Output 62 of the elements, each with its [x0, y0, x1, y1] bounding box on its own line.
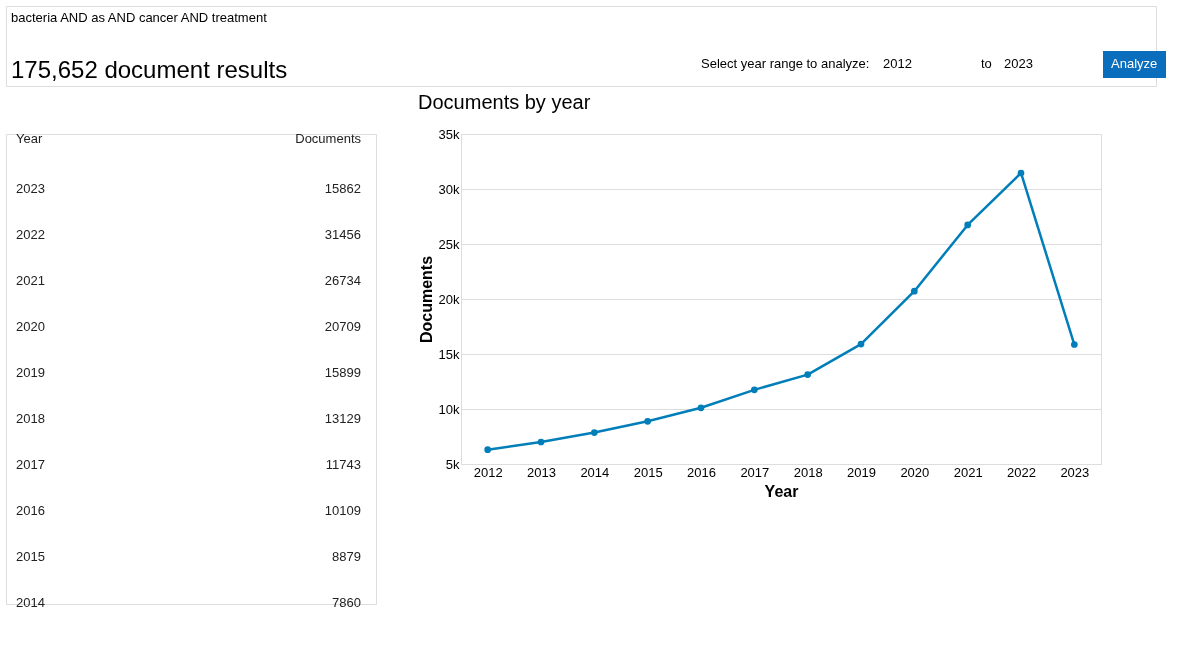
text: 8879 [332, 549, 361, 564]
y-tick-label: 10k [438, 401, 460, 417]
point [644, 417, 652, 425]
text: 10109 [324, 503, 361, 518]
point [1017, 169, 1025, 177]
text: 2023 [16, 181, 45, 196]
text: 2015 [16, 549, 45, 564]
text: bacteria AND as AND cancer AND treatment [11, 10, 268, 25]
point [857, 340, 865, 348]
y-tick-label: 15k [438, 346, 460, 362]
x-tick-label: 2014 [580, 464, 610, 480]
text: 175,652 document results [11, 56, 288, 83]
x-tick-label: 2017 [740, 464, 770, 480]
text: 2016 [16, 503, 45, 518]
x-tick-label: 2020 [900, 464, 930, 480]
y-tick-label: 35k [438, 126, 460, 142]
text: Year [16, 131, 43, 146]
y-tick-label: 20k [438, 291, 460, 307]
x-tick-label: 2019 [847, 464, 876, 480]
text: 2018 [16, 411, 45, 426]
text: 2012 [883, 56, 912, 71]
text: Select year range to analyze: [701, 56, 870, 71]
text: 2014 [16, 595, 45, 610]
x-tick-label: 2016 [687, 464, 716, 480]
text: 13129 [324, 411, 361, 426]
point [537, 438, 545, 446]
x-tick-label: 2018 [793, 464, 823, 480]
text: to [981, 56, 992, 71]
text: 11743 [325, 457, 361, 472]
text: Documents [295, 131, 362, 146]
x-axis-title: Year [764, 482, 799, 500]
x-tick-label: 2012 [473, 464, 503, 480]
x-tick-label: 2022 [1007, 464, 1036, 480]
y-tick-label: 5k [445, 456, 460, 472]
text: 7860 [332, 595, 361, 610]
point [590, 429, 598, 436]
text: 2022 [16, 227, 45, 242]
point [964, 221, 972, 229]
x-tick-label: 2015 [633, 464, 663, 480]
text: Analyze [1111, 56, 1158, 71]
point [697, 404, 705, 412]
y-tick-label: 30k [438, 181, 460, 197]
text: 31456 [324, 227, 361, 242]
text: 20709 [324, 319, 361, 334]
text: 2021 [16, 273, 45, 288]
x-tick-label: 2013 [527, 464, 556, 480]
text: 2020 [16, 319, 45, 334]
y-axis-title: Documents [417, 255, 435, 344]
text: 15899 [324, 365, 361, 380]
point [1070, 341, 1078, 348]
text: 2019 [16, 365, 45, 380]
chart-title: Documents by year [418, 91, 591, 113]
y-tick-label: 25k [438, 236, 460, 252]
x-tick-label: 2021 [953, 464, 983, 480]
point [910, 287, 918, 295]
text: 15862 [324, 181, 361, 196]
text: 2023 [1004, 56, 1033, 71]
point [804, 371, 812, 378]
point [750, 386, 758, 394]
x-tick-label: 2023 [1060, 464, 1090, 480]
text: 26734 [324, 273, 361, 288]
point [484, 446, 492, 454]
